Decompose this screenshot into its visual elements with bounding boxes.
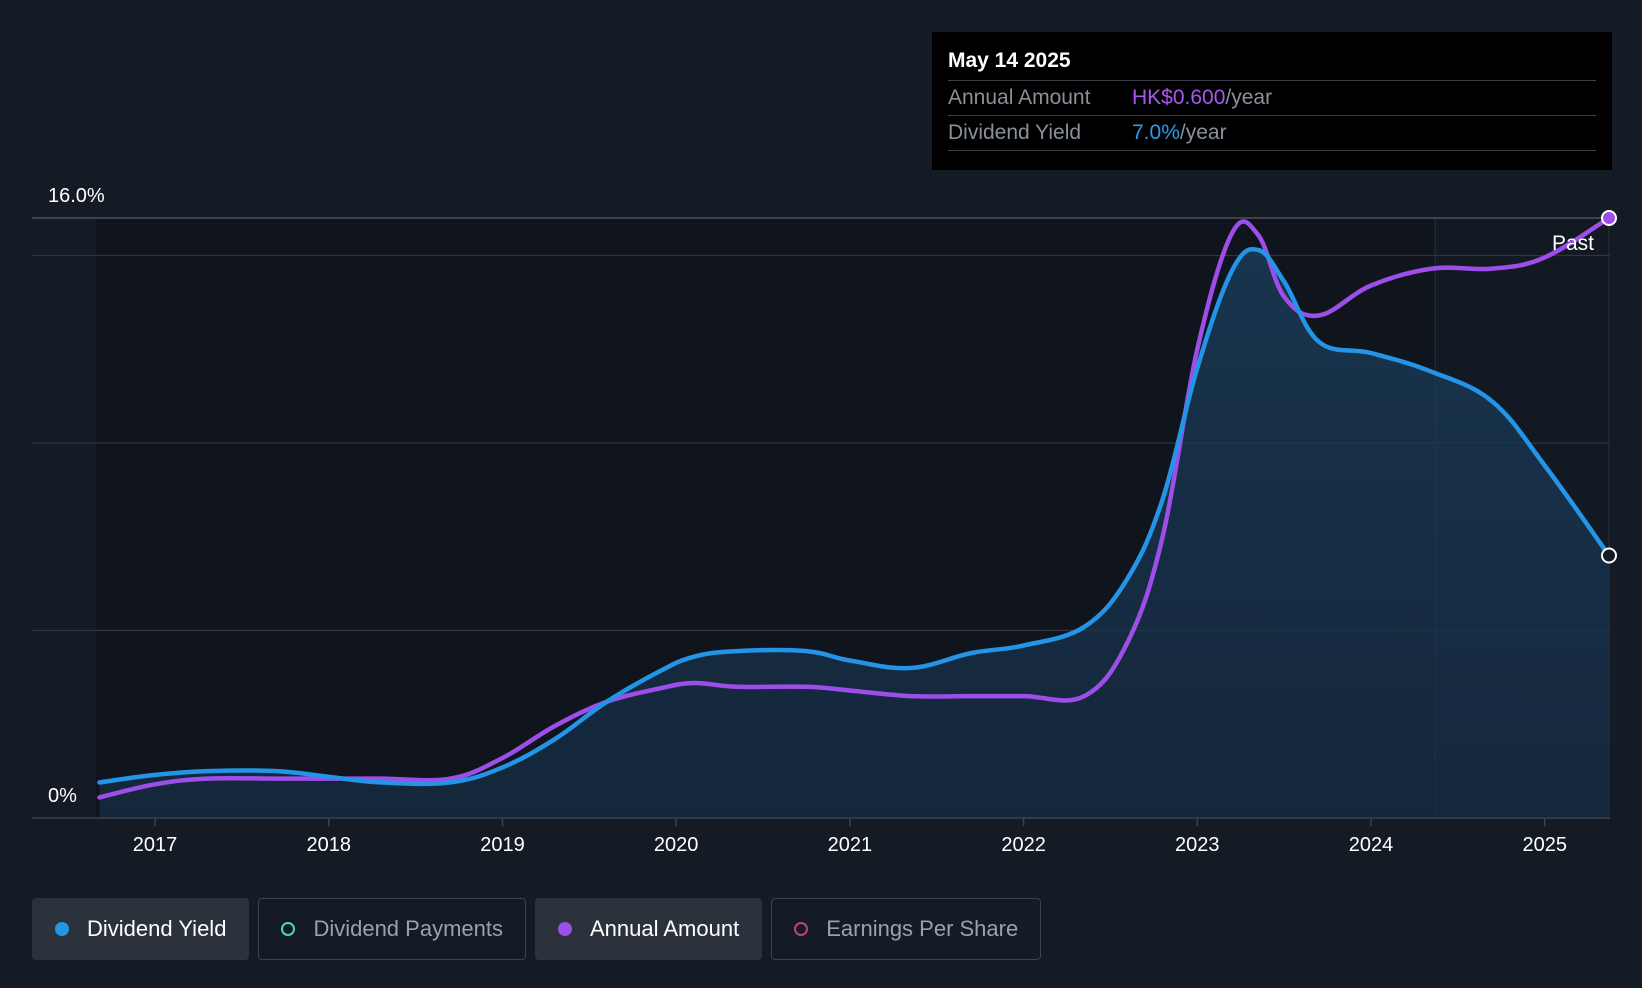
x-tick-label: 2025 [1522,834,1567,856]
legend-dividend-yield-button[interactable]: Dividend Yield [32,898,250,960]
x-tick-label: 2024 [1349,834,1394,856]
dividend-yield-line [97,246,1612,787]
past-label: Past [1552,232,1594,255]
legend-annual-amount-button[interactable]: Annual Amount [534,898,763,960]
dividend-yield-end-marker [1601,547,1617,564]
legend-annual-amount-label: Annual Amount [589,916,740,941]
y-tick-label-bottom: 0% [48,785,77,807]
annual-amount-line [97,215,1612,800]
legend-dividend-payments-label: Dividend Payments [313,916,503,941]
x-tick-label: 2018 [307,834,352,856]
legend-dividend-yield-label: Dividend Yield [87,916,227,941]
legend: Dividend Yield Dividend Payments Annual … [32,898,1050,960]
y-tick-label-top: 16.0% [48,185,105,207]
annual-amount-end-marker [1601,210,1617,226]
tooltip-annual-value: HK$0.600 [1132,86,1226,109]
tooltip-yield-row: Dividend Yield 7.0% /year [948,115,1596,151]
dividend-yield-dot-icon [55,922,69,936]
legend-dividend-payments-button[interactable]: Dividend Payments [258,898,526,960]
x-tick-label: 2019 [480,834,525,856]
tooltip-annual-label: Annual Amount [948,86,1091,109]
tooltip: May 14 2025 Annual Amount HK$0.600 /year… [932,32,1612,170]
tooltip-yield-value: 7.0% [1132,121,1180,144]
legend-earnings-per-share-button[interactable]: Earnings Per Share [771,898,1042,960]
tooltip-annual-row: Annual Amount HK$0.600 /year [948,80,1596,115]
tooltip-date: May 14 2025 [948,49,1071,72]
earnings-per-share-ring-icon [794,922,809,936]
annual-amount-dot-icon [557,922,572,936]
x-tick-label: 2022 [1001,834,1046,856]
x-tick-label: 2017 [133,834,178,856]
dividend-payments-ring-icon [281,922,296,936]
legend-earnings-per-share-label: Earnings Per Share [826,916,1019,941]
tooltip-yield-unit: /year [1179,121,1227,144]
x-tick-label: 2021 [828,834,873,856]
x-tick-label: 2020 [654,834,699,856]
dividend-yield-area [99,249,1610,818]
x-axis-ticks: 2017 2018 2019 2020 2021 2022 2023 2024 2025 [133,818,1567,856]
x-tick-label: 2023 [1175,834,1220,856]
tooltip-yield-label: Dividend Yield [948,121,1082,144]
tooltip-annual-unit: /year [1225,86,1273,109]
